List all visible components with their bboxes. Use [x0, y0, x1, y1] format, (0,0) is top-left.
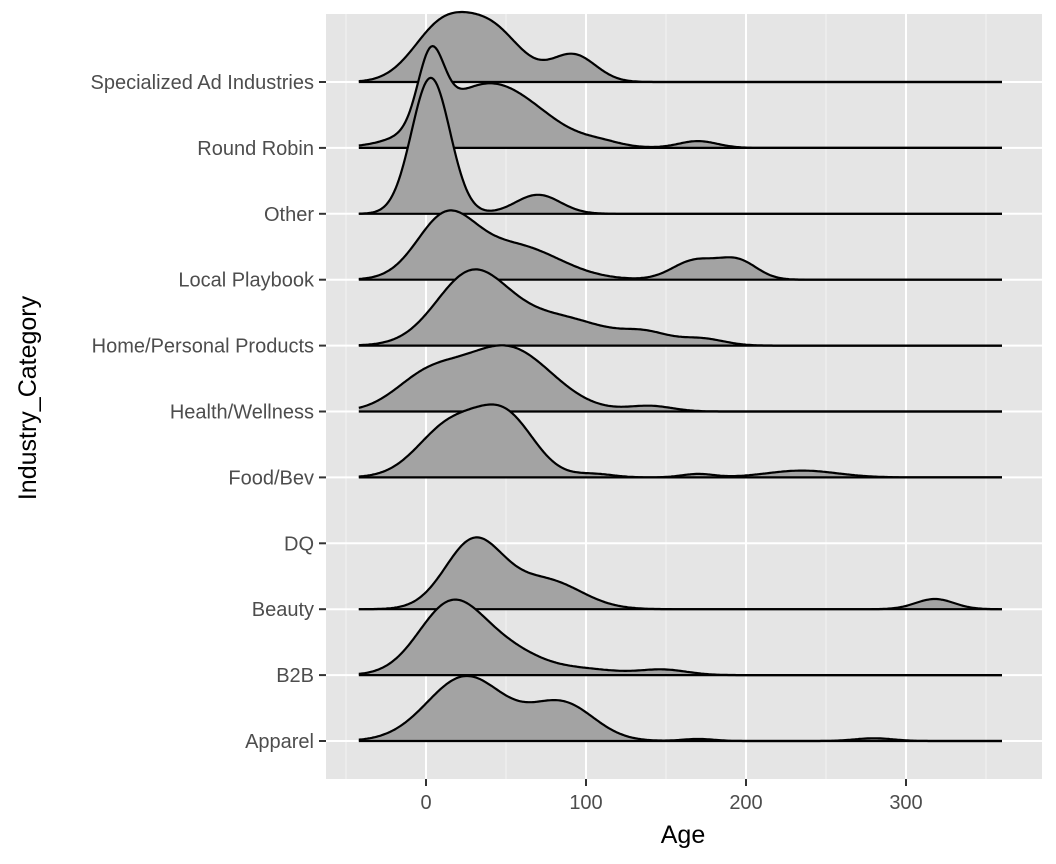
axes: Apparel B2B Beauty DQ Food/Bev Health/Wellnes…	[91, 72, 923, 814]
y-tick-label: DQ	[284, 533, 314, 555]
y-axis-title: Industry_Category	[14, 295, 42, 500]
x-axis-title: Age	[661, 821, 705, 849]
y-tick-label: Local Playbook	[178, 270, 315, 292]
x-tick-label: 100	[569, 792, 602, 814]
y-tick-label: B2B	[276, 665, 314, 687]
y-tick-label: Apparel	[245, 731, 314, 753]
y-tick-label: Specialized Ad Industries	[91, 72, 314, 94]
ridge-fill	[358, 210, 1002, 280]
y-tick-label: Round Robin	[197, 138, 314, 160]
y-tick-label: Other	[264, 204, 314, 226]
x-tick-label: 300	[889, 792, 922, 814]
y-tick-label: Beauty	[252, 599, 314, 621]
y-tick-label: Health/Wellness	[170, 402, 314, 424]
ridge-fill	[358, 599, 1002, 676]
x-tick-label: 0	[420, 792, 431, 814]
ridge-fill	[358, 404, 1002, 478]
ridge-layer	[358, 10, 1002, 743]
ridge-fill	[358, 12, 1002, 82]
ridge-fill	[358, 676, 1002, 741]
y-tick-label: Food/Bev	[228, 467, 314, 489]
x-tick-label: 200	[729, 792, 762, 814]
ridge-fill	[358, 46, 1002, 148]
y-tick-label: Home/Personal Products	[92, 336, 314, 358]
ridge-outline	[358, 674, 1002, 743]
ridge-fill	[358, 345, 1002, 412]
ridge-fill	[358, 537, 1002, 610]
ridge-fill	[358, 269, 1002, 346]
